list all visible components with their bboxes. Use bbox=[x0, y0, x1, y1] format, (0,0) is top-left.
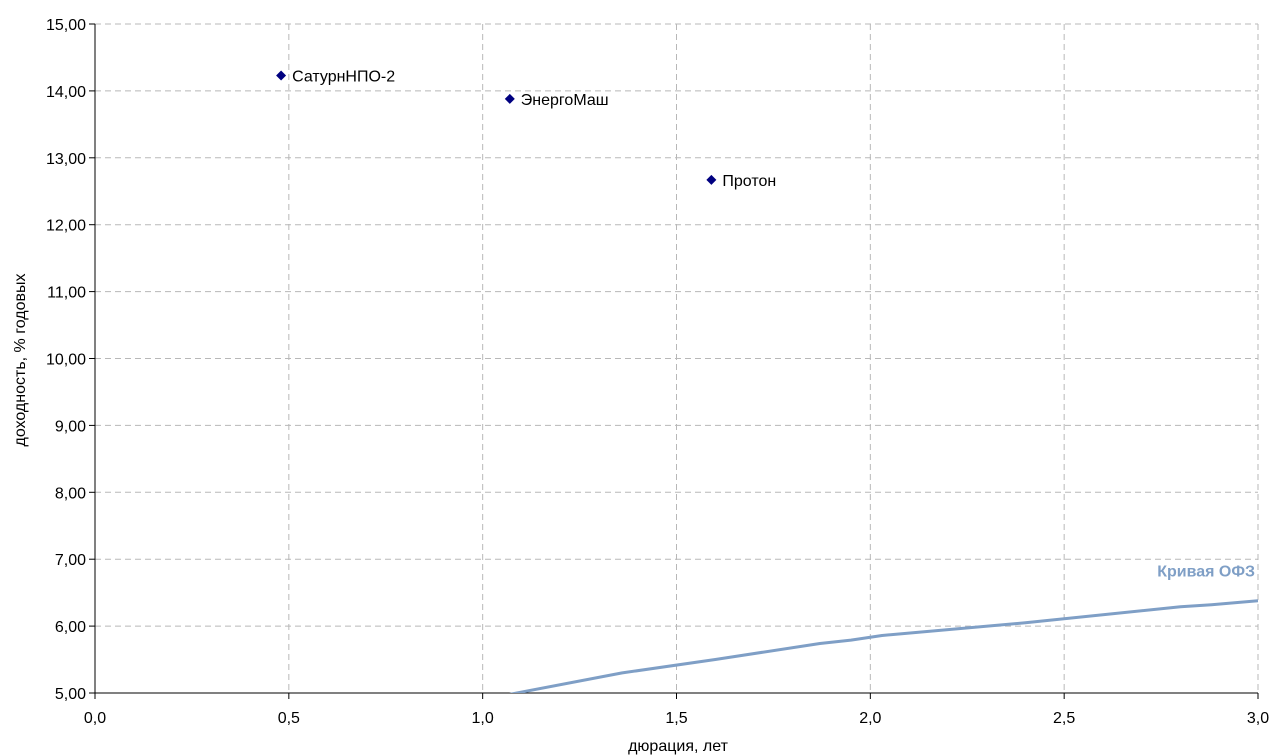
y-tick-label: 7,00 bbox=[55, 552, 86, 569]
x-tick-label: 2,0 bbox=[859, 710, 881, 727]
y-tick-label: 8,00 bbox=[55, 485, 86, 502]
data-point-label: Протон bbox=[722, 173, 776, 190]
x-tick-label: 0,0 bbox=[84, 710, 106, 727]
y-tick-label: 6,00 bbox=[55, 619, 86, 636]
y-tick-label: 11,00 bbox=[47, 285, 86, 302]
y-tick-label: 13,00 bbox=[46, 151, 86, 168]
label-layer: СатурнНПО-2 ЭнергоМаш Протон Кривая ОФЗ bbox=[292, 69, 1255, 581]
y-tick-label: 12,00 bbox=[46, 218, 86, 235]
x-tick-label: 0,5 bbox=[278, 710, 300, 727]
x-tick-label: 2,5 bbox=[1053, 710, 1075, 727]
ofz-curve-line bbox=[509, 599, 1258, 693]
y-tick-label: 14,00 bbox=[46, 84, 86, 101]
data-point-marker bbox=[706, 174, 717, 185]
y-axis-title: доходность, % годовых bbox=[12, 274, 29, 447]
ofz-curve-label: Кривая ОФЗ bbox=[1157, 564, 1255, 581]
y-tick-label: 10,00 bbox=[46, 352, 86, 369]
series-layer bbox=[276, 70, 1258, 693]
data-point-marker bbox=[504, 93, 515, 104]
y-tick-label: 5,00 bbox=[55, 686, 86, 703]
x-tick-label: 1,5 bbox=[665, 710, 687, 727]
x-tick-label: 3,0 bbox=[1247, 710, 1269, 727]
data-point-label: СатурнНПО-2 bbox=[292, 69, 395, 86]
y-tick-label: 9,00 bbox=[55, 418, 86, 435]
grid-layer bbox=[95, 23, 1259, 693]
data-point-label: ЭнергоМаш bbox=[521, 92, 609, 109]
x-tick-label: 1,0 bbox=[472, 710, 494, 727]
axis-layer: 5,00 6,00 7,00 8,00 9,00 10,00 11,00 12,00 13,00… bbox=[46, 17, 1269, 727]
y-tick-label: 15,00 bbox=[46, 17, 86, 34]
x-axis-title: дюрация, лет bbox=[628, 738, 728, 755]
data-point-marker bbox=[276, 70, 287, 81]
